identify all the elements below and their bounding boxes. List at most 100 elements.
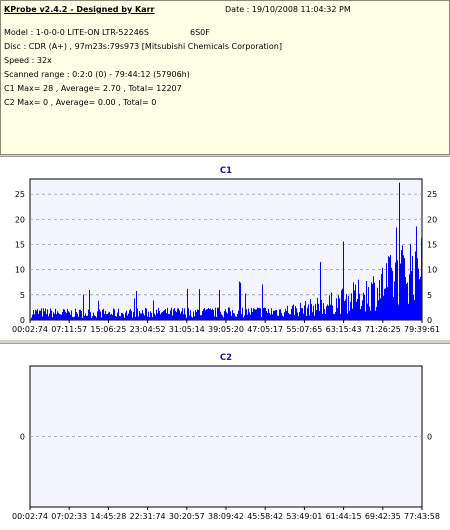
c1-bar — [360, 309, 361, 320]
c1-bar — [190, 310, 191, 320]
c1-bar — [142, 310, 143, 320]
c1-bar — [124, 317, 125, 320]
c1-bar — [126, 310, 127, 320]
c1-bar — [99, 309, 100, 320]
c1-bar — [88, 309, 89, 320]
c1-bar — [34, 314, 35, 320]
c1-bar — [363, 292, 364, 320]
c1-bar — [129, 310, 130, 320]
c1-bar — [347, 313, 348, 320]
c1-x-tick-label: 15:06:25 — [90, 325, 126, 334]
c1-bar — [187, 288, 188, 320]
c1-bar — [98, 300, 99, 320]
c1-bar — [127, 315, 128, 320]
c1-bar — [287, 305, 288, 320]
c1-bar — [103, 308, 104, 320]
c1-bar — [84, 315, 85, 320]
c1-bar — [50, 308, 51, 320]
c1-x-tick-label: 71:26:25 — [365, 325, 401, 334]
c1-bar — [284, 312, 285, 320]
c1-bar — [94, 315, 95, 320]
c1-bar — [182, 308, 183, 320]
c1-chart-panel: C1 0 0 5 5 10 10 15 15 20 20 25 25 00:02:74 07:11:57 15… — [0, 156, 450, 340]
c1-bar — [81, 311, 82, 320]
c1-bar — [105, 311, 106, 320]
c1-bar — [152, 317, 153, 320]
c1-bar — [230, 311, 231, 320]
c1-bar — [31, 317, 32, 320]
c1-bar — [74, 316, 75, 320]
c1-bar — [373, 276, 374, 320]
c1-bar — [156, 309, 157, 320]
c1-bar — [380, 298, 381, 320]
c1-bar — [308, 304, 309, 320]
c1-bar — [121, 312, 122, 320]
c1-y-tick-label: 15 — [15, 240, 25, 249]
c1-bar — [93, 312, 94, 320]
c1-bar — [125, 312, 126, 320]
c1-bar — [32, 314, 33, 320]
c1-bar — [364, 294, 365, 320]
c1-y2-tick-label: 5 — [427, 291, 432, 300]
c1-bar — [329, 295, 330, 320]
c1-bar — [257, 307, 258, 320]
c1-bar — [353, 282, 354, 320]
c1-bar — [155, 315, 156, 320]
c1-bar — [377, 287, 378, 320]
c1-bar — [314, 315, 315, 320]
c1-bar — [162, 311, 163, 320]
c1-bar — [299, 312, 300, 320]
c1-bar — [396, 227, 397, 320]
c1-bar — [114, 309, 115, 320]
c1-bar — [92, 316, 93, 320]
c1-bar — [122, 312, 123, 320]
c1-bar — [395, 262, 396, 320]
drive-firmware: 6S0F — [190, 28, 210, 37]
c1-bar — [291, 308, 292, 320]
c1-y2-tick-label: 15 — [427, 240, 437, 249]
c1-bar — [336, 298, 337, 320]
c1-bar — [153, 300, 154, 320]
c1-bar — [200, 315, 201, 320]
c1-bar — [236, 316, 237, 320]
c1-bar — [270, 314, 271, 320]
c1-bar — [222, 315, 223, 320]
c1-bar — [410, 244, 411, 320]
c1-bar — [159, 310, 160, 320]
c1-bar — [273, 310, 274, 320]
c1-bar — [369, 306, 370, 320]
c1-bar — [60, 314, 61, 320]
c1-bar — [69, 312, 70, 320]
c1-title: C1 — [220, 166, 232, 176]
c1-bar — [64, 309, 65, 320]
c1-bar — [145, 307, 146, 320]
c2-y2-tick-label: 0 — [427, 433, 432, 442]
c1-bar — [87, 315, 88, 320]
c1-bar — [389, 257, 390, 320]
c1-bar — [253, 308, 254, 320]
c1-bar — [420, 276, 421, 320]
c1-bar — [416, 226, 417, 320]
c1-bar — [95, 316, 96, 320]
c1-bar — [136, 291, 137, 320]
c1-bar — [381, 274, 382, 320]
c1-bar — [150, 311, 151, 320]
c1-y-tick-label: 10 — [15, 266, 25, 275]
c1-bar — [234, 313, 235, 320]
c1-bar — [66, 313, 67, 320]
c1-bar — [248, 308, 249, 320]
c1-bar — [111, 313, 112, 320]
c1-bar — [322, 313, 323, 320]
c1-bar — [265, 308, 266, 320]
c1-bar — [55, 308, 56, 320]
c1-bar — [151, 312, 152, 320]
c1-bar — [219, 289, 220, 320]
c1-bar — [233, 313, 234, 320]
c1-bar — [51, 310, 52, 320]
c1-bar — [226, 312, 227, 320]
c1-bar — [57, 311, 58, 320]
c1-bar — [218, 307, 219, 320]
c1-bar — [247, 314, 248, 320]
c1-bar — [261, 317, 262, 320]
c1-bar — [298, 316, 299, 320]
